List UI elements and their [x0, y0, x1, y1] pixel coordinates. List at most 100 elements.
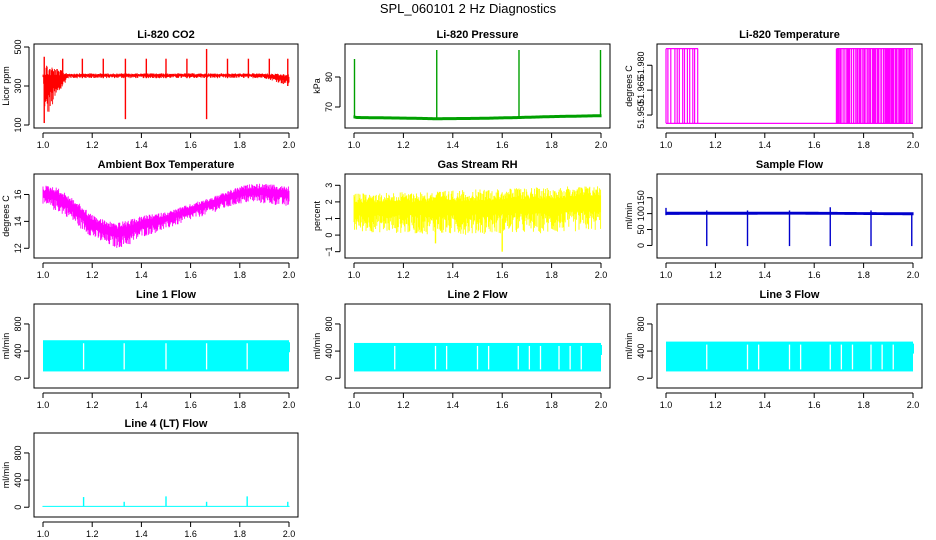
- x-tick-label: 1.6: [496, 400, 509, 410]
- x-tick-label: 1.2: [86, 529, 99, 539]
- x-tick-label: 1.4: [447, 270, 460, 280]
- y-tick-label: 0: [13, 376, 23, 381]
- x-tick-label: 1.4: [447, 400, 460, 410]
- x-tick-label: 2.0: [283, 529, 296, 539]
- x-tick-label: 1.8: [857, 400, 870, 410]
- y-tick-label: 100: [636, 206, 646, 221]
- x-tick-label: 1.2: [397, 270, 410, 280]
- x-tick-label: 1.0: [37, 400, 50, 410]
- x-tick-label: 1.6: [184, 140, 197, 150]
- x-tick-label: 1.0: [348, 400, 361, 410]
- x-tick-label: 2.0: [595, 400, 608, 410]
- y-axis-label: Licor ppm: [1, 66, 11, 106]
- x-tick-label: 1.8: [545, 400, 558, 410]
- plot-frame: [33, 173, 299, 259]
- x-tick-label: 1.6: [808, 140, 821, 150]
- panel-8: Line 2 Flow ml/min 1.0 1.2 1.4 1.6 1.8 2.0 0 400 8…: [312, 289, 611, 410]
- y-axis-label: ml/min: [624, 333, 634, 360]
- y-axis-label: ml/min: [624, 203, 634, 230]
- x-tick-label: 1.4: [135, 400, 148, 410]
- panel-1: Li-820 CO2 Licor ppm 1.0 1.2 1.4 1.6 1.8 2.0 100…: [1, 29, 299, 150]
- plot-frame: [33, 432, 299, 518]
- x-tick-label: 2.0: [595, 140, 608, 150]
- x-tick-label: 1.4: [135, 140, 148, 150]
- x-tick-label: 1.8: [857, 270, 870, 280]
- x-tick-label: 1.0: [37, 270, 50, 280]
- x-tick-label: 1.2: [709, 140, 722, 150]
- y-axis-label: degrees C: [1, 195, 11, 237]
- x-tick-label: 1.0: [37, 140, 50, 150]
- x-tick-label: 1.0: [660, 400, 673, 410]
- panel-6: Sample Flow ml/min 1.0 1.2 1.4 1.6 1.8 2.0 0 50 10…: [624, 159, 923, 280]
- x-tick-label: 2.0: [283, 270, 296, 280]
- y-tick-label: 51.980: [636, 51, 646, 79]
- x-tick-label: 1.0: [660, 270, 673, 280]
- series-line: [353, 186, 602, 235]
- y-tick-label: 0: [636, 243, 646, 248]
- x-tick-label: 1.8: [545, 270, 558, 280]
- y-axis-label: degrees C: [624, 65, 634, 107]
- y-tick-label: 0: [324, 233, 334, 238]
- panel-title: Sample Flow: [756, 159, 824, 171]
- plot-frame: [656, 43, 923, 129]
- plot-frame: [33, 43, 299, 129]
- y-tick-label: 800: [636, 316, 646, 331]
- x-tick-label: 1.2: [86, 400, 99, 410]
- panel-title: Li-820 Pressure: [437, 29, 519, 41]
- y-tick-label: 0: [324, 376, 334, 381]
- y-tick-label: 500: [13, 39, 23, 54]
- y-tick-label: 14: [13, 216, 23, 226]
- x-tick-label: 2.0: [907, 140, 920, 150]
- series-line: [665, 48, 913, 124]
- x-tick-label: 1.0: [348, 140, 361, 150]
- y-tick-label: 12: [13, 243, 23, 253]
- x-tick-label: 1.2: [86, 140, 99, 150]
- panel-title: Li-820 Temperature: [739, 29, 840, 41]
- x-tick-label: 1.8: [857, 140, 870, 150]
- x-tick-label: 1.4: [135, 529, 148, 539]
- y-tick-label: 2: [324, 199, 334, 204]
- panel-7: Line 1 Flow ml/min 1.0 1.2 1.4 1.6 1.8 2.0 0 400 8…: [1, 289, 299, 410]
- x-tick-label: 1.6: [496, 270, 509, 280]
- y-tick-label: 16: [13, 189, 23, 199]
- panel-title: Line 4 (LT) Flow: [125, 418, 208, 430]
- panel-title: Li-820 CO2: [137, 29, 194, 41]
- panel-2: Li-820 Pressure kPa 1.0 1.2 1.4 1.6 1.8 2.0 70 80: [312, 29, 611, 150]
- y-tick-label: 50: [636, 225, 646, 235]
- x-tick-label: 1.6: [808, 400, 821, 410]
- y-tick-label: 300: [13, 78, 23, 93]
- x-tick-label: 1.2: [709, 270, 722, 280]
- y-tick-label: 800: [324, 316, 334, 331]
- y-tick-label: 800: [13, 445, 23, 460]
- x-tick-label: 1.6: [184, 529, 197, 539]
- y-axis-label: ml/min: [312, 333, 322, 360]
- y-tick-label: 1: [324, 216, 334, 221]
- x-tick-label: 1.2: [709, 400, 722, 410]
- x-tick-label: 1.2: [86, 270, 99, 280]
- x-tick-label: 1.8: [545, 140, 558, 150]
- figure-title: SPL_060101 2 Hz Diagnostics: [379, 1, 557, 16]
- y-tick-label: 51.965: [636, 76, 646, 104]
- plot-frame: [344, 303, 611, 389]
- y-tick-label: 400: [13, 344, 23, 359]
- x-tick-label: 1.4: [759, 400, 772, 410]
- y-axis-label: ml/min: [1, 462, 11, 489]
- panel-3: Li-820 Temperature degrees C 1.0 1.2 1.4 1.6 1…: [624, 29, 923, 150]
- x-tick-label: 1.0: [348, 270, 361, 280]
- x-tick-label: 1.2: [397, 140, 410, 150]
- x-tick-label: 1.2: [397, 400, 410, 410]
- x-tick-label: 1.8: [234, 400, 247, 410]
- y-axis-label: percent: [312, 200, 322, 231]
- panel-5: Gas Stream RH percent 1.0 1.2 1.4 1.6 1.8 2.0 −1…: [312, 159, 611, 280]
- x-tick-label: 2.0: [283, 140, 296, 150]
- x-tick-label: 1.0: [660, 140, 673, 150]
- x-tick-label: 1.4: [759, 140, 772, 150]
- y-tick-label: 400: [636, 344, 646, 359]
- panel-title: Line 3 Flow: [760, 289, 820, 301]
- y-tick-label: 100: [13, 117, 23, 132]
- x-tick-label: 1.8: [234, 270, 247, 280]
- panel-9: Line 3 Flow ml/min 1.0 1.2 1.4 1.6 1.8 2.0 0 400 8…: [624, 289, 923, 410]
- series-line: [42, 183, 290, 248]
- x-tick-label: 1.6: [496, 140, 509, 150]
- panel-title: Gas Stream RH: [437, 159, 517, 171]
